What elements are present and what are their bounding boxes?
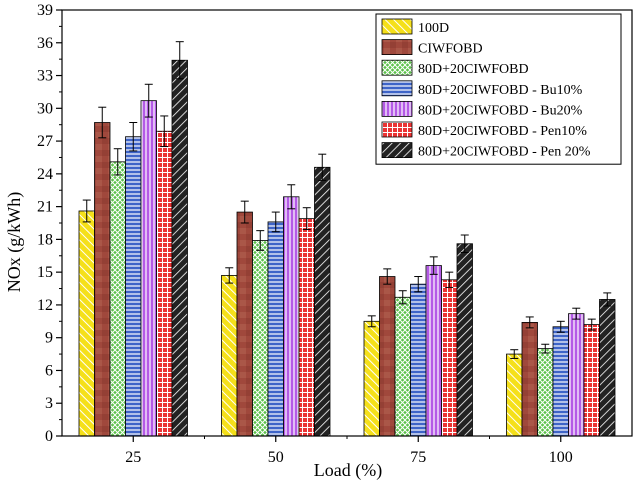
legend-label: 80D+20CIWFOBD - Pen 20% bbox=[418, 145, 591, 160]
x-tick-label: 25 bbox=[125, 449, 141, 466]
bar bbox=[125, 136, 142, 437]
x-tick-label: 50 bbox=[268, 449, 284, 466]
y-tick-label: 3 bbox=[45, 395, 53, 412]
legend-label: CIWFOBD bbox=[418, 42, 483, 57]
legend-swatch bbox=[381, 18, 413, 35]
legend-swatch bbox=[381, 142, 413, 159]
bar bbox=[599, 299, 616, 437]
x-axis-title: Load (%) bbox=[314, 460, 382, 481]
bars-layer bbox=[78, 59, 616, 437]
legend-box bbox=[375, 13, 622, 165]
legend: 100D CIWFOBD 80D+20CIWFOBD 80D+20CIWFOBD - … bbox=[375, 13, 622, 165]
bar bbox=[236, 211, 253, 437]
bar bbox=[521, 321, 538, 437]
y-tick-label: 0 bbox=[45, 428, 53, 445]
y-tick-label: 36 bbox=[37, 35, 53, 52]
y-tick-label: 27 bbox=[37, 133, 53, 150]
bar bbox=[379, 276, 396, 437]
x-tick-label: 100 bbox=[549, 449, 573, 466]
bar bbox=[140, 100, 157, 437]
bar bbox=[252, 240, 269, 437]
y-tick-label: 6 bbox=[45, 362, 53, 379]
legend-swatch bbox=[381, 121, 413, 138]
legend-label: 80D+20CIWFOBD bbox=[418, 62, 529, 77]
bar bbox=[583, 324, 600, 437]
legend-swatch bbox=[381, 39, 413, 55]
bar bbox=[78, 210, 95, 437]
bar bbox=[267, 221, 284, 437]
legend-swatch bbox=[381, 59, 413, 76]
y-axis-title: NOx (g/kWh) bbox=[4, 192, 25, 292]
y-tick-label: 30 bbox=[37, 100, 53, 117]
bar bbox=[314, 166, 331, 437]
legend-swatch bbox=[381, 101, 413, 117]
legend-label: 80D+20CIWFOBD - Pen10% bbox=[418, 124, 587, 139]
legend-label: 80D+20CIWFOBD - Bu10% bbox=[418, 83, 583, 98]
bar bbox=[394, 296, 411, 437]
bar bbox=[568, 313, 585, 437]
bar bbox=[109, 161, 126, 437]
y-tick-label: 24 bbox=[37, 166, 53, 183]
bar bbox=[298, 218, 315, 437]
bar bbox=[552, 326, 569, 437]
y-tick-label: 9 bbox=[45, 330, 53, 347]
bar bbox=[94, 122, 111, 437]
bar bbox=[156, 130, 173, 437]
y-tick-label: 39 bbox=[37, 2, 53, 19]
x-tick-label: 75 bbox=[410, 449, 426, 466]
bar bbox=[506, 353, 523, 437]
bar bbox=[171, 59, 188, 437]
y-tick-label: 21 bbox=[37, 199, 53, 216]
plot-frame bbox=[56, 9, 633, 442]
y-tick-label: 12 bbox=[37, 297, 53, 314]
error-bars-layer bbox=[82, 41, 612, 359]
bar bbox=[283, 196, 300, 437]
bar bbox=[410, 283, 427, 437]
bar bbox=[441, 279, 458, 437]
bar bbox=[425, 265, 442, 437]
legend-swatch bbox=[381, 80, 413, 97]
y-tick-label: 18 bbox=[37, 231, 53, 248]
bar bbox=[456, 243, 473, 437]
bar bbox=[221, 275, 238, 437]
legend-label: 80D+20CIWFOBD - Bu20% bbox=[418, 103, 583, 118]
y-tick-label: 15 bbox=[37, 264, 53, 281]
bar bbox=[537, 348, 554, 437]
y-tick-label: 33 bbox=[37, 68, 53, 85]
bar bbox=[363, 320, 380, 437]
legend-label: 100D bbox=[418, 21, 449, 36]
